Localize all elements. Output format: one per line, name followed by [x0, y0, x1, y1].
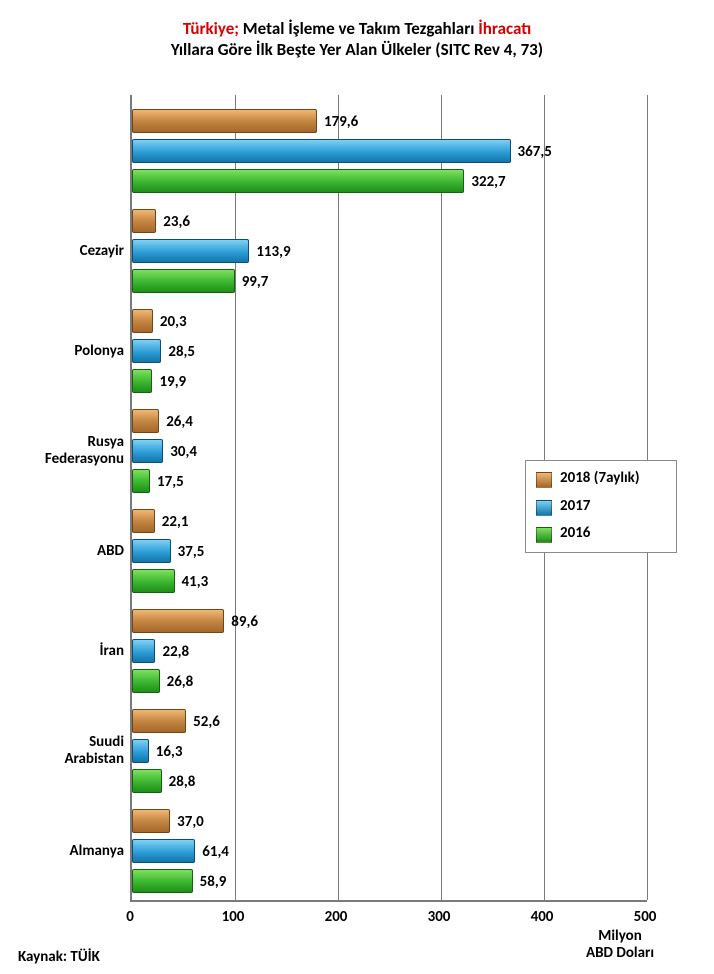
title-line-2: Yıllara Göre İlk Beşte Yer Alan Ülkeler …: [0, 39, 714, 60]
legend-swatch-2018: [536, 472, 552, 488]
bar-value-label: 41,3: [182, 573, 209, 591]
bar-s2017: 113,9: [132, 239, 249, 263]
bar-s2018: 23,6: [132, 209, 156, 233]
x-tick-label: 400: [531, 908, 554, 926]
legend-label-2018: 2018 (7aylık): [560, 469, 640, 489]
bar-value-label: 22,1: [162, 513, 189, 531]
page: Türkiye; Metal İşleme ve Takım Tezgahlar…: [0, 0, 714, 974]
source-label: Kaynak: TÜİK: [18, 948, 100, 966]
bar-s2017: 28,5: [132, 339, 161, 363]
bar-s2016: 99,7: [132, 269, 235, 293]
bar-value-label: 58,9: [200, 873, 227, 891]
legend-swatch-2017: [536, 500, 552, 516]
legend-label-2017: 2017: [560, 497, 590, 517]
bar-value-label: 20,3: [160, 313, 187, 331]
bar-value-label: 99,7: [242, 273, 269, 291]
legend-item-2016: 2016: [536, 524, 666, 544]
bar-value-label: 52,6: [193, 713, 220, 731]
category-label: ABD: [9, 543, 124, 560]
category-label: İran: [9, 643, 124, 660]
bar-group: 179,6 367,5 322,7: [132, 109, 647, 193]
bar-s2018: 20,3: [132, 309, 153, 333]
bar-s2018: 179,6: [132, 109, 317, 133]
bar-value-label: 30,4: [170, 443, 197, 461]
x-tick-label: 500: [634, 908, 657, 926]
bar-s2017: 16,3: [132, 739, 149, 763]
bar-value-label: 23,6: [163, 213, 190, 231]
bar-s2017: 61,4: [132, 839, 195, 863]
bar-group: 89,622,826,8: [132, 609, 647, 693]
title-suffix: İhracatı: [478, 18, 531, 39]
bar-value-label: 26,4: [166, 413, 193, 431]
bar-value-label: 367,5: [518, 143, 552, 161]
title-mid: Metal İşleme ve Takım Tezgahları: [239, 18, 478, 39]
bar-value-label: 28,8: [169, 773, 196, 791]
bar-s2018: 52,6: [132, 709, 186, 733]
bar-value-label: 113,9: [256, 243, 290, 261]
category-label: Polonya: [9, 343, 124, 360]
bar-s2018: 37,0: [132, 809, 170, 833]
x-axis-title-line2: ABD Doları: [586, 945, 654, 962]
bar-s2016: 17,5: [132, 469, 150, 493]
bar-s2016: 26,8: [132, 669, 160, 693]
bar-s2016: 19,9: [132, 369, 152, 393]
bar-s2016: 41,3: [132, 569, 175, 593]
bar-value-label: 179,6: [324, 113, 358, 131]
legend: 2018 (7aylık) 2017 2016: [525, 460, 677, 553]
x-tick-label: 100: [222, 908, 245, 926]
title-prefix: Türkiye;: [183, 18, 239, 39]
x-axis-title: Milyon ABD Doları: [586, 928, 654, 961]
category-label: Cezayir: [9, 243, 124, 260]
bar-value-label: 16,3: [156, 743, 183, 761]
bar-group: 20,3 28,5 19,9: [132, 309, 647, 393]
bar-s2016: 58,9: [132, 869, 193, 893]
bar-s2018: 89,6: [132, 609, 224, 633]
bar-value-label: 89,6: [231, 613, 258, 631]
bar-s2017: 367,5: [132, 139, 511, 163]
bar-s2018: 22,1: [132, 509, 155, 533]
legend-item-2018: 2018 (7aylık): [536, 469, 666, 489]
x-tick-label: 0: [126, 908, 134, 926]
category-label: SuudiArabistan: [9, 734, 124, 769]
bar-s2016: 28,8: [132, 769, 162, 793]
bar-value-label: 37,0: [177, 813, 204, 831]
legend-item-2017: 2017: [536, 497, 666, 517]
bar-s2017: 37,5: [132, 539, 171, 563]
legend-label-2016: 2016: [560, 524, 590, 544]
x-tick-label: 300: [428, 908, 451, 926]
x-tick-label: 200: [325, 908, 348, 926]
bar-s2017: 30,4: [132, 439, 163, 463]
bar-s2017: 22,8: [132, 639, 155, 663]
bar-value-label: 322,7: [471, 173, 505, 191]
bar-group: 52,6 16,3 28,8: [132, 709, 647, 793]
bar-value-label: 17,5: [157, 473, 184, 491]
bar-s2016: 322,7: [132, 169, 464, 193]
bar-value-label: 19,9: [159, 373, 186, 391]
chart-title: Türkiye; Metal İşleme ve Takım Tezgahlar…: [0, 0, 714, 61]
title-line-1: Türkiye; Metal İşleme ve Takım Tezgahlar…: [0, 18, 714, 39]
bar-value-label: 37,5: [178, 543, 205, 561]
bar-s2018: 26,4: [132, 409, 159, 433]
x-axis-title-line1: Milyon: [586, 928, 654, 945]
bar-value-label: 61,4: [202, 843, 229, 861]
bar-value-label: 28,5: [168, 343, 195, 361]
bar-value-label: 26,8: [167, 673, 194, 691]
legend-swatch-2016: [536, 527, 552, 543]
bar-value-label: 22,8: [162, 643, 189, 661]
category-label: Almanya: [9, 843, 124, 860]
bar-group: 23,6 113,9 99,7: [132, 209, 647, 293]
category-label: RusyaFederasyonu: [9, 434, 124, 469]
bar-group: 37,0 61,4 58,9: [132, 809, 647, 893]
